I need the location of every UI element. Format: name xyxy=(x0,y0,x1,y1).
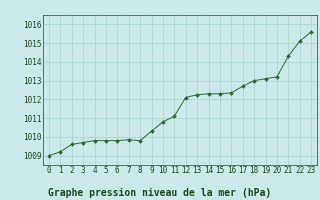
Text: Graphe pression niveau de la mer (hPa): Graphe pression niveau de la mer (hPa) xyxy=(48,188,272,198)
